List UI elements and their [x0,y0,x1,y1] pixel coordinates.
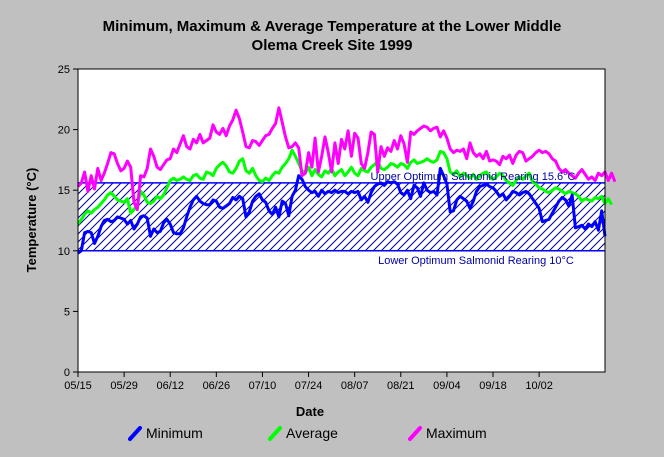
series-line-minimum [77,166,607,255]
lower-optimum-label: Lower Optimum Salmonid Rearing 10°C [378,255,574,267]
legend-label-minimum: Minimum [146,425,203,441]
x-tick-label: 09/18 [479,380,507,392]
x-tick-label: 05/29 [110,380,138,392]
x-tick-label: 07/10 [249,380,277,392]
y-tick-label: 5 [64,306,70,318]
x-tick-label: 06/26 [203,380,231,392]
x-tick-label: 08/07 [341,380,369,392]
legend: Minimum Average Maximum [128,425,487,441]
x-tick-label: 08/21 [387,380,415,392]
plot-frame [77,68,606,373]
legend-label-maximum: Maximum [426,425,487,441]
legend-label-average: Average [286,425,338,441]
x-tick-label: 10/02 [525,380,553,392]
y-tick-label: 10 [58,246,70,258]
x-tick-label: 07/24 [295,380,323,392]
series-line-average [76,148,613,225]
y-tick-label: 15 [58,185,70,197]
series-layer [76,106,617,255]
y-tick-label: 25 [58,64,70,76]
legend-swatch-average [268,426,282,441]
y-tick-label: 0 [64,367,70,379]
y-tick-label: 20 [58,125,70,137]
chart-title-line2: Olema Creek Site 1999 [252,37,413,54]
legend-swatch-minimum [128,426,142,441]
legend-swatch-maximum [408,426,422,441]
upper-optimum-label: Upper Optimum Salmonid Rearing 15.6°C [371,171,576,183]
series-line-maximum [76,106,617,212]
x-tick-label: 06/12 [156,380,184,392]
axis-layer: 0 5 10 15 20 25 05/15 05/29 06/12 06/26 07/10 07/24… [58,64,606,392]
x-tick-label: 05/15 [64,380,92,392]
x-tick-label: 09/04 [433,380,461,392]
x-axis-label: Date [296,404,324,419]
chart-title-line1: Minimum, Maximum & Average Temperature a… [103,18,562,35]
y-axis-label: Temperature (°C) [24,168,39,273]
